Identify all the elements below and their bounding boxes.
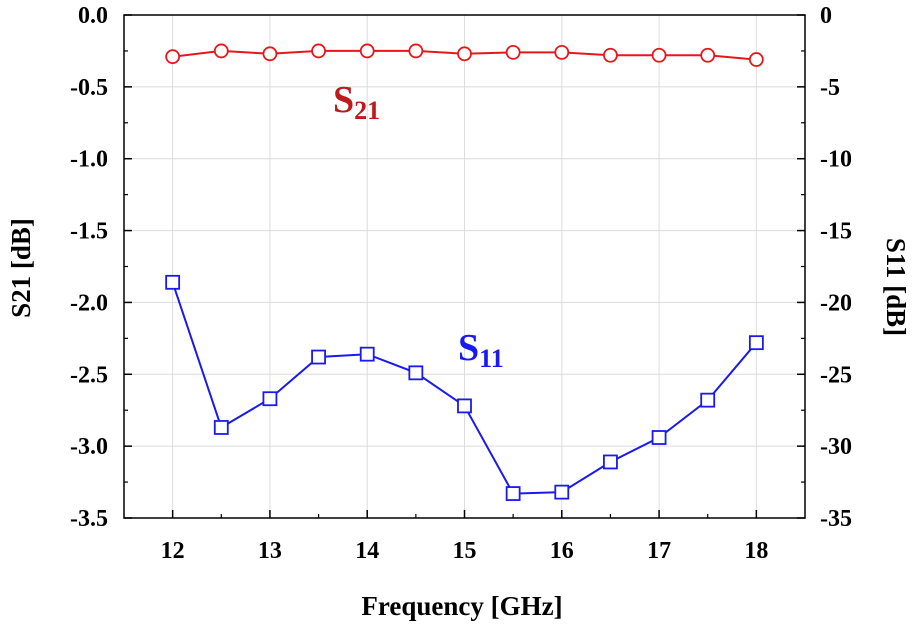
y-axis-right-title: S11 [dB] xyxy=(881,238,911,336)
series-s11-point xyxy=(505,486,521,501)
y-left-tick-label: -0.5 xyxy=(70,75,108,101)
x-axis-title: Frequency [GHz] xyxy=(361,591,562,621)
series-s21-point xyxy=(311,43,326,59)
series-s21-point xyxy=(213,43,229,59)
y-left-tick-label: -1.5 xyxy=(70,219,108,245)
y-left-tick-label: -2.5 xyxy=(70,362,108,388)
x-tick-label: 13 xyxy=(258,538,282,564)
series-s11-point xyxy=(213,420,229,435)
series-label-s11-main: S xyxy=(458,327,479,369)
x-tick-label: 18 xyxy=(744,538,768,564)
series-s11-point xyxy=(408,365,424,381)
y-right-tick-label: 0 xyxy=(820,3,832,29)
x-tick-label: 17 xyxy=(647,538,671,564)
series-s11-point xyxy=(700,392,716,408)
y-axis-left-title: S21 [dB] xyxy=(6,218,36,318)
x-tick-label: 14 xyxy=(355,538,379,564)
y-left-tick-label: -2.0 xyxy=(70,290,108,316)
series-s21-point xyxy=(457,46,472,62)
series-label-s21-main: S xyxy=(333,79,354,121)
series-s11-point xyxy=(748,335,764,351)
ticks: 12 13 14 15 16 17 18 0.0 -0.5 -1.0 -1.5 -2.0 -2.5 -3.… xyxy=(70,3,852,564)
series-s21-point xyxy=(165,49,181,65)
series-s21-point xyxy=(554,44,570,60)
series-label-s11-sub: 11 xyxy=(479,344,504,373)
y-left-tick-label: 0.0 xyxy=(78,3,108,29)
y-right-tick-label: -15 xyxy=(820,219,852,245)
series-s21-point xyxy=(700,47,716,63)
series-label-s11: S11 xyxy=(458,327,504,373)
y-left-tick-label: -3.0 xyxy=(70,434,108,460)
series-label-s21-sub: 21 xyxy=(354,96,380,125)
y-right-tick-label: -35 xyxy=(820,506,852,532)
series-s11-point xyxy=(554,484,570,500)
series-s11-point xyxy=(603,454,618,470)
x-tick-label: 16 xyxy=(550,538,574,564)
x-tick-label: 15 xyxy=(453,538,477,564)
series-s21-point xyxy=(748,52,764,67)
series-s11-point xyxy=(457,398,472,414)
series-s21-point xyxy=(505,44,521,60)
series-s11-point xyxy=(262,391,278,407)
y-left-tick-label: -3.5 xyxy=(70,506,108,532)
series-s21-point xyxy=(651,47,667,63)
y-right-tick-label: -20 xyxy=(820,290,852,316)
series-s21-point xyxy=(262,46,278,62)
series-layer xyxy=(165,43,764,501)
x-tick-label: 12 xyxy=(161,538,185,564)
series-s11-point xyxy=(165,274,181,290)
series-label-s21: S21 xyxy=(333,79,380,125)
y-left-tick-label: -1.0 xyxy=(70,147,108,173)
grid xyxy=(124,14,805,519)
series-s21-point xyxy=(603,47,618,63)
series-s21-point xyxy=(359,43,375,59)
y-right-tick-label: -10 xyxy=(820,147,852,173)
y-right-tick-label: -25 xyxy=(820,362,852,388)
y-right-tick-label: -5 xyxy=(820,75,840,101)
series-s11-point xyxy=(311,349,326,365)
series-s11-point xyxy=(359,346,375,362)
series-s11-point xyxy=(651,430,667,445)
series-s21-point xyxy=(408,43,424,59)
y-right-tick-label: -30 xyxy=(820,434,852,460)
